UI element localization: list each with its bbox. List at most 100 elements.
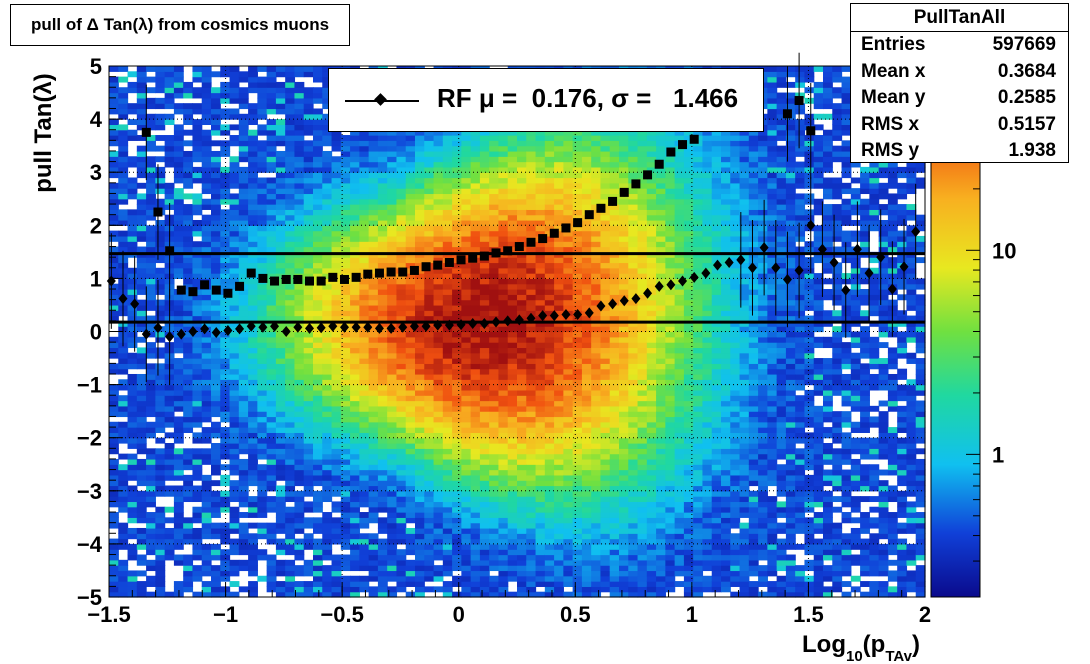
heatmap-cell bbox=[563, 161, 574, 168]
heatmap-cell bbox=[322, 389, 333, 396]
heatmap-cell bbox=[257, 193, 268, 200]
heatmap-cell bbox=[479, 172, 490, 179]
heatmap-cell bbox=[507, 432, 518, 439]
heatmap-cell bbox=[377, 166, 388, 173]
heatmap-cell bbox=[563, 549, 574, 556]
heatmap-cell bbox=[248, 71, 258, 78]
heatmap-cell bbox=[266, 257, 277, 264]
heatmap-cell bbox=[368, 453, 379, 460]
heatmap-cell bbox=[294, 108, 305, 115]
heatmap-cell bbox=[313, 581, 323, 587]
heatmap-cell bbox=[322, 113, 333, 120]
heatmap-cell bbox=[146, 432, 156, 439]
heatmap-cell bbox=[359, 326, 370, 333]
heatmap-cell bbox=[136, 225, 147, 232]
heatmap-cell bbox=[127, 278, 138, 285]
heatmap-cell bbox=[572, 533, 583, 540]
heatmap-cell bbox=[350, 150, 360, 157]
heatmap-cell bbox=[544, 214, 555, 221]
heatmap-cell bbox=[238, 166, 249, 173]
heatmap-cell bbox=[498, 368, 509, 375]
heatmap-cell bbox=[109, 421, 119, 428]
heatmap-cell bbox=[183, 581, 194, 587]
heatmap-cell bbox=[424, 273, 435, 279]
heatmap-cell bbox=[498, 384, 509, 391]
heatmap-cell bbox=[359, 490, 370, 497]
heatmap-cell bbox=[173, 326, 184, 333]
heatmap-cell bbox=[591, 278, 602, 285]
heatmap-cell bbox=[285, 299, 296, 306]
heatmap-cell bbox=[303, 342, 314, 349]
heatmap-cell bbox=[405, 395, 416, 402]
heatmap-cell bbox=[563, 166, 574, 173]
heatmap-cell bbox=[581, 480, 592, 487]
heatmap-cell bbox=[387, 591, 398, 598]
heatmap-cell bbox=[350, 198, 360, 205]
heatmap-cell bbox=[146, 405, 156, 412]
heatmap-cell bbox=[146, 214, 156, 221]
heatmap-cell bbox=[118, 135, 129, 141]
heatmap-cell bbox=[285, 92, 296, 99]
heatmap-cell bbox=[303, 283, 314, 290]
heatmap-cell bbox=[285, 177, 296, 184]
heatmap-cell bbox=[313, 230, 323, 237]
heatmap-cell bbox=[238, 262, 249, 269]
heatmap-cell bbox=[248, 246, 258, 253]
heatmap-cell bbox=[424, 358, 435, 364]
heatmap-cell bbox=[359, 246, 370, 253]
heatmap-cell bbox=[396, 230, 407, 237]
heatmap-cell bbox=[415, 490, 425, 497]
heatmap-cell bbox=[173, 496, 184, 503]
heatmap-cell bbox=[192, 575, 203, 582]
heatmap-cell bbox=[517, 485, 527, 492]
heatmap-cell bbox=[294, 289, 305, 295]
heatmap-cell bbox=[405, 299, 416, 306]
heatmap-cell bbox=[470, 331, 481, 338]
heatmap-cell bbox=[600, 448, 611, 455]
heatmap-cell bbox=[415, 172, 425, 179]
heatmap-cell bbox=[461, 575, 472, 582]
heatmap-cell bbox=[461, 480, 472, 487]
heatmap-cell bbox=[396, 331, 407, 338]
heatmap-cell bbox=[396, 209, 407, 216]
heatmap-cell bbox=[173, 214, 184, 221]
heatmap-cell bbox=[377, 257, 388, 264]
heatmap-cell bbox=[489, 395, 500, 402]
heatmap-cell bbox=[248, 458, 258, 465]
heatmap-cell bbox=[535, 485, 546, 492]
heatmap-cell bbox=[461, 278, 472, 285]
heatmap-cell bbox=[322, 395, 333, 402]
heatmap-cell bbox=[201, 289, 212, 295]
heatmap-cell bbox=[544, 182, 555, 189]
heatmap-cell bbox=[600, 527, 611, 534]
heatmap-cell bbox=[405, 368, 416, 375]
heatmap-cell bbox=[109, 522, 119, 529]
heatmap-cell bbox=[544, 161, 555, 168]
heatmap-cell bbox=[424, 432, 435, 439]
heatmap-cell bbox=[442, 161, 453, 168]
heatmap-cell bbox=[424, 336, 435, 343]
heatmap-cell bbox=[572, 586, 583, 593]
heatmap-cell bbox=[479, 427, 490, 433]
heatmap-cell bbox=[526, 273, 537, 279]
heatmap-cell bbox=[331, 453, 342, 460]
heatmap-cell bbox=[591, 501, 602, 508]
heatmap-cell bbox=[183, 108, 194, 115]
heatmap-cell bbox=[155, 527, 166, 534]
heatmap-cell bbox=[340, 405, 351, 412]
heatmap-cell bbox=[359, 512, 370, 518]
heatmap-cell bbox=[498, 405, 509, 412]
heatmap-cell bbox=[498, 304, 509, 311]
heatmap-cell bbox=[109, 347, 119, 354]
heatmap-cell bbox=[340, 432, 351, 439]
heatmap-cell bbox=[461, 214, 472, 221]
heatmap-cell bbox=[507, 533, 518, 540]
heatmap-cell bbox=[294, 506, 305, 513]
heatmap-cell bbox=[340, 400, 351, 407]
heatmap-cell bbox=[109, 554, 119, 561]
heatmap-cell bbox=[155, 145, 166, 152]
heatmap-cell bbox=[517, 278, 527, 285]
heatmap-cell bbox=[415, 379, 425, 386]
heatmap-cell bbox=[266, 485, 277, 492]
heatmap-cell bbox=[600, 480, 611, 487]
